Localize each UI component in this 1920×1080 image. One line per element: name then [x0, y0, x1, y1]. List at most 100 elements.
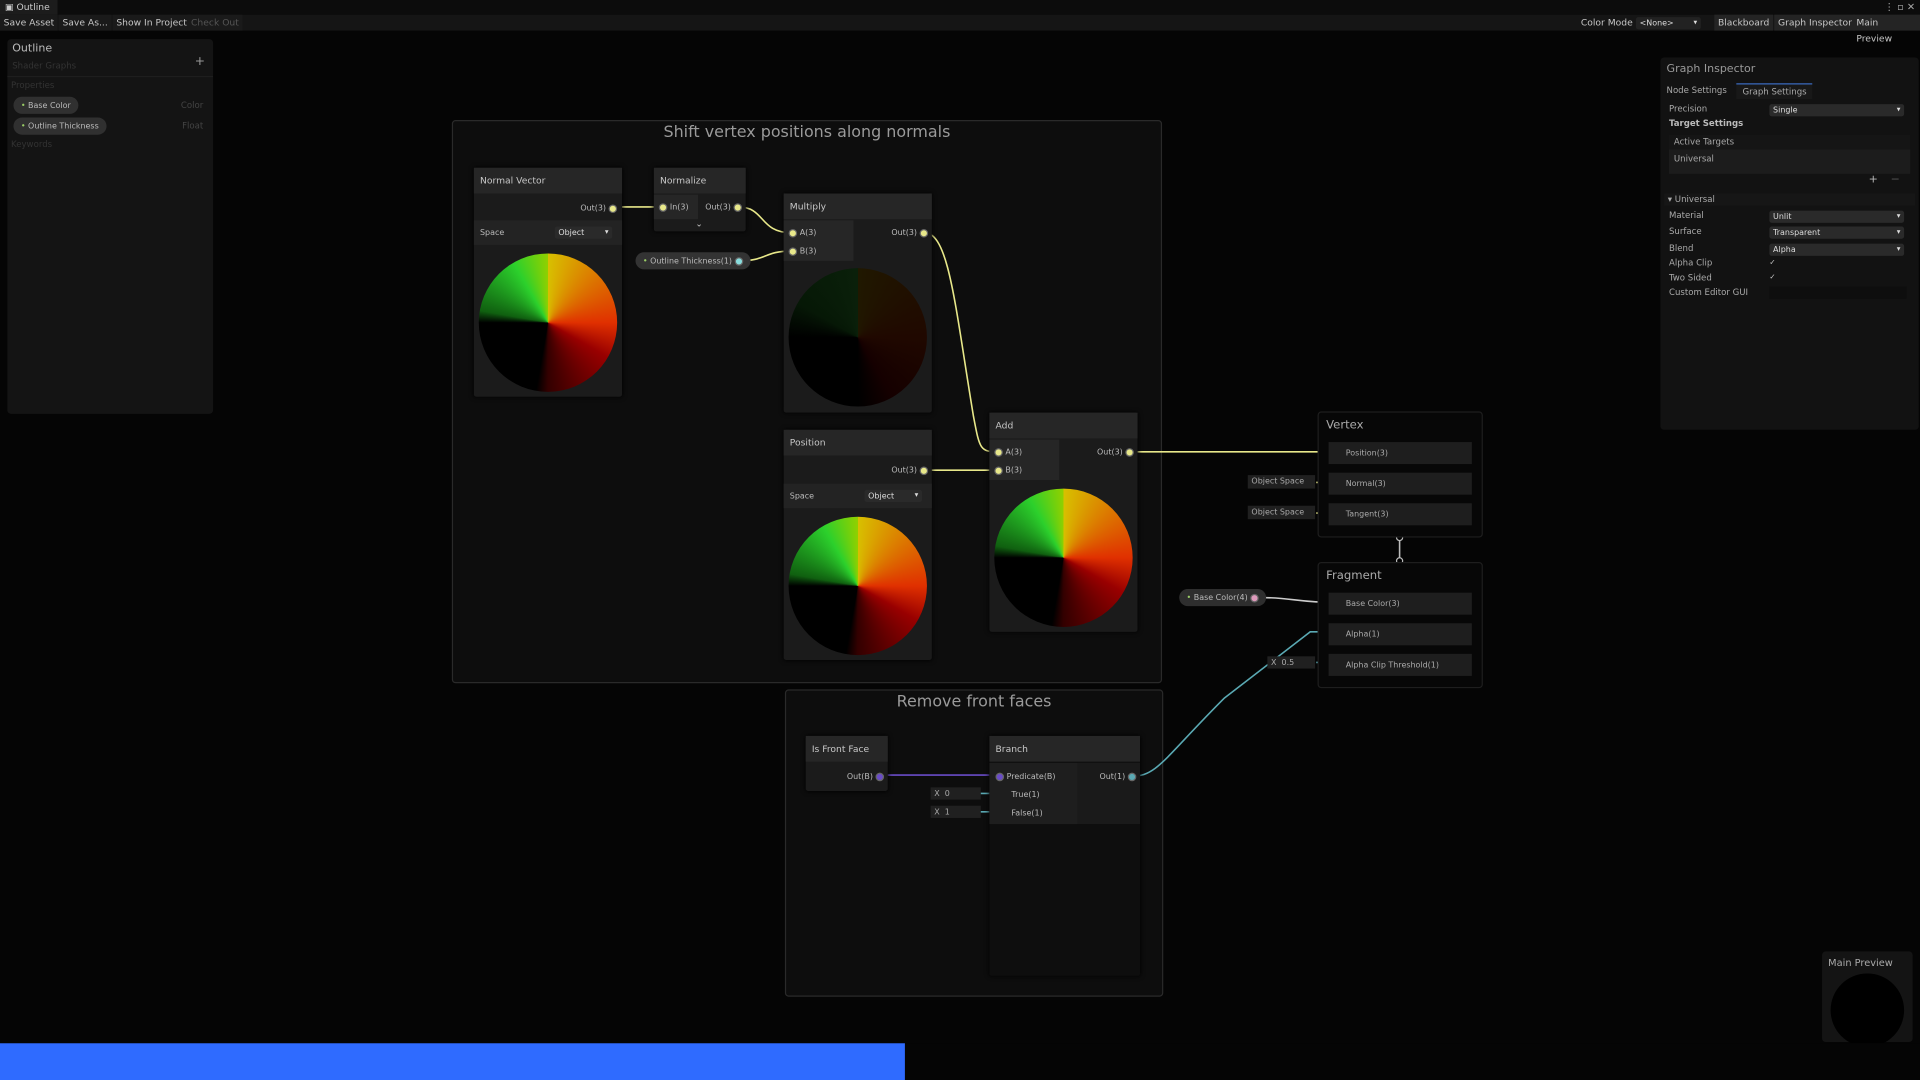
- close-icon[interactable]: ✕: [1906, 1, 1916, 13]
- tangent-space-field[interactable]: Object Space: [1247, 505, 1316, 520]
- property-base-color[interactable]: • Base Color: [13, 96, 79, 114]
- slot-position[interactable]: Position(3): [1328, 442, 1472, 465]
- two-sided-label: Two Sided: [1668, 273, 1712, 283]
- material-dropdown[interactable]: Unlit: [1769, 210, 1905, 223]
- fragment-block[interactable]: Fragment Base Color(3) Alpha(1) Alpha Cl…: [1317, 562, 1483, 689]
- port-label: B(3): [1005, 465, 1023, 476]
- true-value-field[interactable]: X 0: [930, 787, 981, 800]
- port-label: In(3): [669, 202, 689, 212]
- target-list: Universal: [1668, 149, 1911, 174]
- input-port-true[interactable]: True(1): [1011, 789, 1040, 800]
- precision-label: Precision: [1668, 104, 1708, 114]
- slot-base-color[interactable]: Base Color(3): [1328, 592, 1472, 615]
- group-title[interactable]: Shift vertex positions along normals: [663, 123, 951, 143]
- port-label: Out(B): [846, 771, 873, 782]
- alpha-clip-threshold-field[interactable]: X 0.5: [1267, 656, 1316, 669]
- target-item[interactable]: Universal: [1673, 154, 1714, 165]
- show-in-project-button[interactable]: Show In Project: [112, 14, 191, 31]
- property-dot-icon: •: [642, 255, 651, 266]
- node-add[interactable]: Add A(3) B(3) Out(3): [989, 412, 1138, 632]
- blend-dropdown[interactable]: Alpha: [1769, 243, 1905, 256]
- space-dropdown[interactable]: Object: [864, 489, 923, 503]
- group-title[interactable]: Remove front faces: [896, 693, 1052, 712]
- property-name: Base Color: [28, 100, 71, 111]
- node-title: Position: [783, 429, 932, 456]
- normal-space-field[interactable]: Object Space: [1247, 475, 1316, 489]
- output-port[interactable]: Out(3): [891, 465, 929, 475]
- port-label: Out(3): [1097, 446, 1123, 457]
- property-node-base-color[interactable]: • Base Color(4): [1179, 588, 1267, 607]
- main-preview-toggle[interactable]: Main Preview: [1852, 14, 1920, 44]
- output-port[interactable]: Out(1): [1099, 771, 1137, 781]
- progress-track: [0, 1043, 1920, 1080]
- properties-label: Properties: [11, 80, 55, 91]
- alpha-clip-checkbox[interactable]: ✓: [1769, 258, 1776, 267]
- property-label: Outline Thickness(1): [650, 255, 733, 266]
- output-port[interactable]: Out(3): [705, 202, 743, 212]
- remove-target-button[interactable]: −: [1890, 173, 1900, 187]
- port-label: A(3): [799, 227, 817, 238]
- target-settings-heading: Target Settings: [1668, 118, 1744, 129]
- node-normal-vector[interactable]: Normal Vector Out(3) Space Object: [473, 167, 623, 397]
- expand-chevron-icon[interactable]: ⌄: [695, 219, 703, 229]
- slot-alpha[interactable]: Alpha(1): [1328, 623, 1472, 646]
- two-sided-checkbox[interactable]: ✓: [1769, 273, 1776, 282]
- node-position[interactable]: Position Out(3) Space Object: [783, 429, 932, 661]
- port-label: B(3): [799, 246, 817, 256]
- input-port-b[interactable]: B(3): [994, 465, 1022, 475]
- preview-sphere: [788, 268, 927, 407]
- window-controls[interactable]: ⋮ ▫ ✕: [1884, 0, 1915, 15]
- blackboard-subtitle: Shader Graphs: [12, 61, 77, 72]
- maximize-icon[interactable]: ▫: [1897, 1, 1904, 13]
- surface-dropdown[interactable]: Transparent: [1769, 226, 1905, 239]
- input-port-b[interactable]: B(3): [788, 246, 817, 256]
- save-asset-button[interactable]: Save Asset: [0, 14, 58, 31]
- slot-alpha-clip-threshold[interactable]: Alpha Clip Threshold(1): [1328, 653, 1472, 676]
- node-branch[interactable]: Branch Predicate(B) True(1) False(1) Out…: [989, 735, 1141, 976]
- space-dropdown[interactable]: Object: [554, 226, 613, 239]
- check-out-button[interactable]: Check Out: [187, 14, 243, 31]
- node-is-front-face[interactable]: Is Front Face Out(B): [805, 735, 888, 792]
- blackboard-panel: Outline Shader Graphs + Properties • Bas…: [7, 39, 214, 414]
- custom-editor-gui-field[interactable]: [1769, 286, 1907, 299]
- add-target-button[interactable]: +: [1868, 173, 1878, 187]
- surface-label: Surface: [1668, 226, 1702, 237]
- slot-normal[interactable]: Normal(3): [1328, 472, 1472, 495]
- vertex-block[interactable]: Vertex Position(3) Normal(3) Tangent(3): [1317, 411, 1483, 538]
- graph-inspector-toggle[interactable]: Graph Inspector: [1774, 14, 1856, 31]
- tab-node-settings[interactable]: Node Settings: [1666, 85, 1727, 96]
- input-port-predicate[interactable]: Predicate(B): [995, 771, 1055, 781]
- preview-sphere: [788, 516, 927, 656]
- property-node-outline-thickness[interactable]: • Outline Thickness(1): [635, 252, 751, 270]
- universal-section[interactable]: ▾ Universal: [1664, 193, 1916, 206]
- main-preview-panel[interactable]: Main Preview: [1822, 951, 1913, 1047]
- menu-icon[interactable]: ⋮: [1884, 1, 1895, 13]
- precision-dropdown[interactable]: Single: [1769, 104, 1905, 117]
- property-dot-icon: •: [20, 121, 29, 132]
- block-title: Vertex: [1326, 418, 1364, 433]
- output-port[interactable]: Out(3): [891, 228, 929, 238]
- output-port[interactable]: Out(3): [1097, 447, 1134, 457]
- slot-tangent[interactable]: Tangent(3): [1328, 503, 1472, 526]
- input-port[interactable]: In(3): [658, 202, 689, 212]
- output-port[interactable]: Out(B): [846, 771, 885, 782]
- save-as-button[interactable]: Save As...: [58, 14, 112, 31]
- color-mode-dropdown[interactable]: <None>: [1635, 16, 1701, 29]
- tab-graph-settings[interactable]: Graph Settings: [1736, 83, 1813, 100]
- alpha-clip-label: Alpha Clip: [1668, 258, 1713, 269]
- node-multiply[interactable]: Multiply A(3) B(3) Out(3): [783, 193, 932, 413]
- property-outline-thickness[interactable]: • Outline Thickness: [13, 117, 107, 135]
- input-port-false[interactable]: False(1): [1011, 808, 1043, 818]
- output-port[interactable]: Out(3): [580, 203, 618, 213]
- input-port-a[interactable]: A(3): [788, 227, 817, 238]
- false-value-field[interactable]: X 1: [930, 805, 981, 818]
- node-normalize[interactable]: Normalize In(3) Out(3) ⌄: [653, 167, 746, 232]
- input-port-a[interactable]: A(3): [994, 447, 1022, 457]
- port-label: Out(3): [705, 202, 731, 212]
- tab-outline[interactable]: ▣ Outline: [0, 0, 58, 15]
- preview-sphere: [478, 253, 618, 392]
- blackboard-toggle[interactable]: Blackboard: [1714, 14, 1774, 31]
- add-property-button[interactable]: +: [194, 55, 205, 69]
- keywords-label: Keywords: [11, 139, 53, 150]
